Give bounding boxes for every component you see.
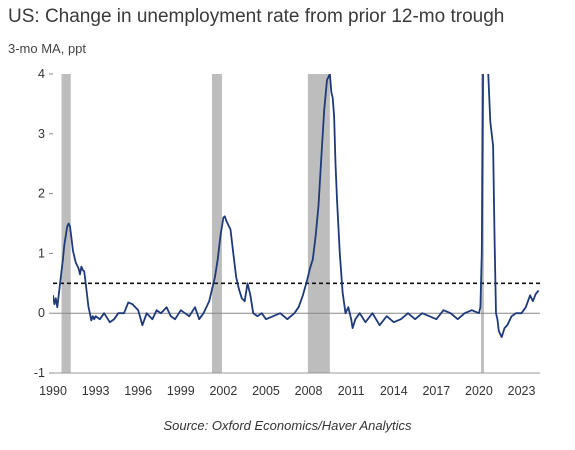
y-tick-label: -1 <box>34 366 45 380</box>
series-line <box>53 74 540 338</box>
x-tick-label: 2020 <box>465 384 493 398</box>
series-group <box>53 74 540 338</box>
x-tick-label: 1993 <box>82 384 110 398</box>
recession-bands <box>61 74 484 373</box>
chart-source: Source: Oxford Economics/Haver Analytics <box>163 418 412 433</box>
x-tick-label: 1999 <box>167 384 195 398</box>
y-tick-label: 2 <box>38 187 45 201</box>
y-tick-label: 4 <box>38 67 45 81</box>
axes: -1 0 1 2 3 4 1990 1993 1996 1999 2002 2005 2008 2011 2… <box>34 67 540 398</box>
recession-band <box>212 74 222 373</box>
chart-title: US: Change in unemployment rate from pri… <box>8 6 505 27</box>
recession-band <box>61 74 71 373</box>
x-tick-label: 2005 <box>252 384 280 398</box>
y-tick-label: 0 <box>38 306 45 320</box>
x-tick-label: 1996 <box>124 384 152 398</box>
chart-subtitle: 3-mo MA, ppt <box>8 41 87 56</box>
x-tick-label: 2014 <box>380 384 408 398</box>
recession-band <box>307 74 330 373</box>
x-tick-label: 2011 <box>338 384 365 398</box>
y-tick-label: 1 <box>38 246 45 260</box>
x-tick-label: 2002 <box>209 384 237 398</box>
x-tick-label: 1990 <box>39 384 67 398</box>
x-tick-label: 2008 <box>295 384 323 398</box>
x-tick-label: 2023 <box>508 384 536 398</box>
x-tick-label: 2017 <box>422 384 450 398</box>
y-tick-label: 3 <box>38 127 45 141</box>
